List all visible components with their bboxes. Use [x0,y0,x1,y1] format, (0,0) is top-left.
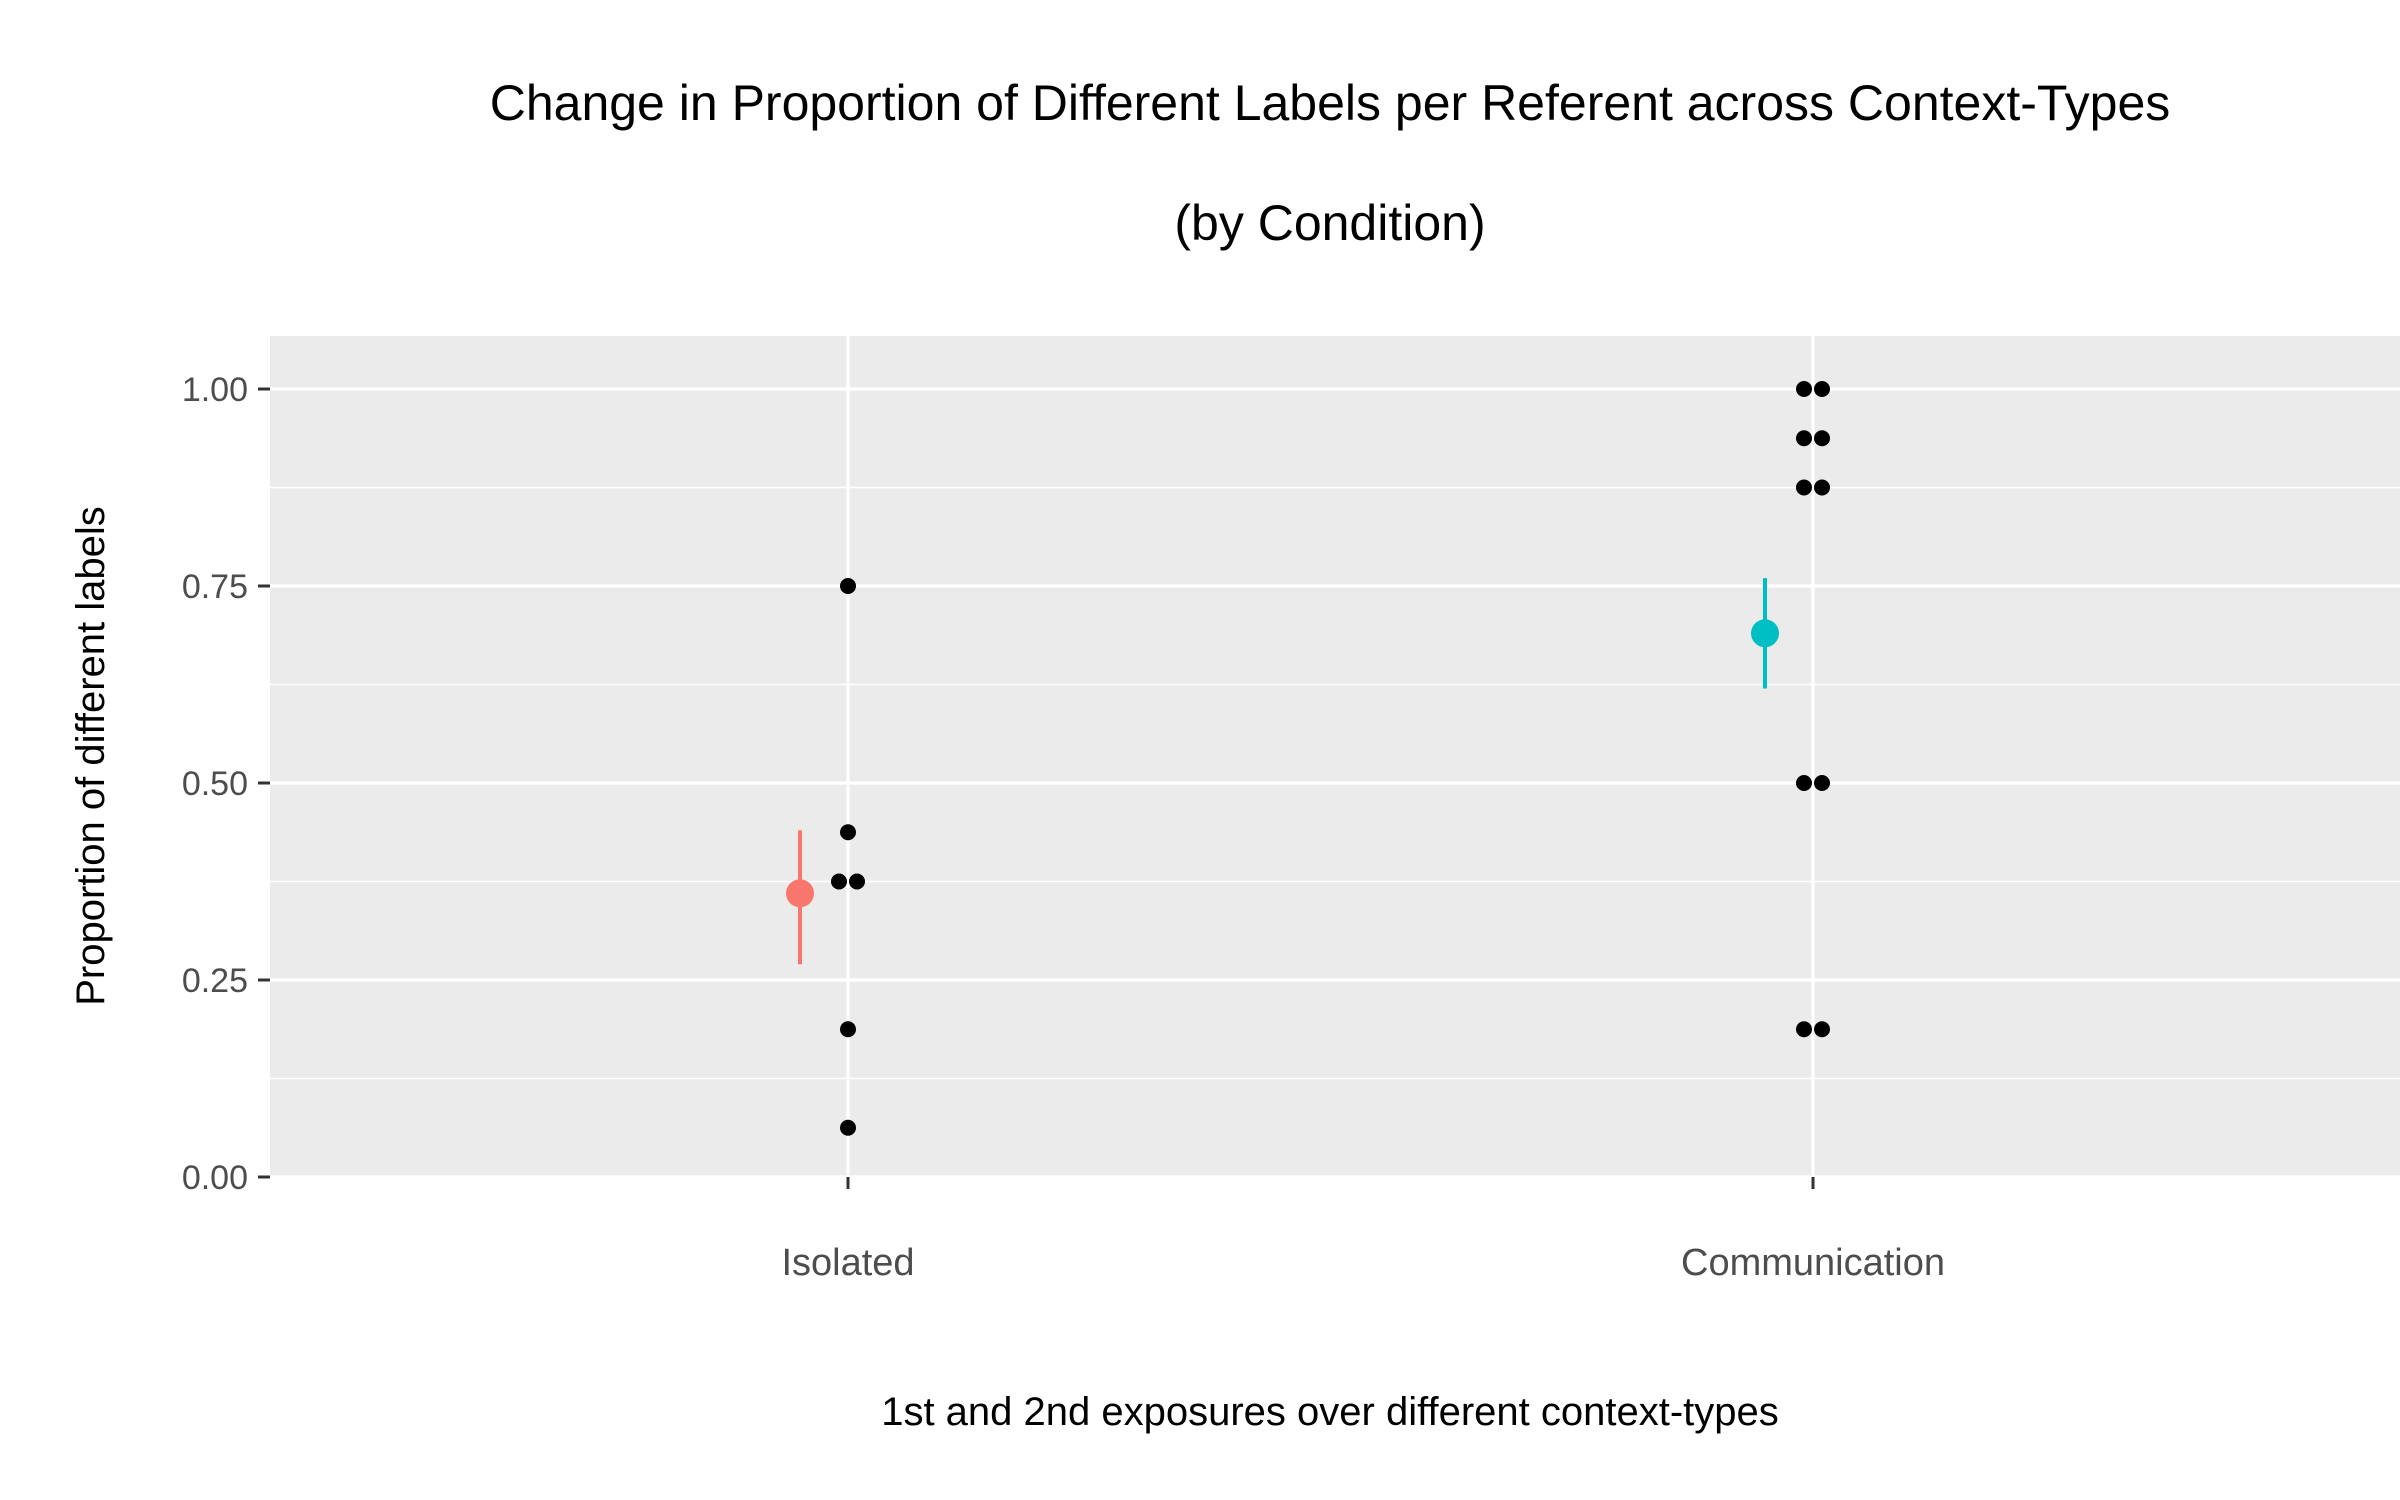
data-point [1796,1021,1812,1038]
x-tick-label: Communication [1681,1242,1945,1284]
y-tick-label: 0.50 [182,765,248,803]
data-point [1796,430,1812,447]
data-point [831,873,847,890]
data-point [1814,775,1830,791]
y-tick-label: 0.25 [182,962,248,1000]
mean-point [786,879,814,908]
data-point [840,824,856,841]
data-point [1814,430,1830,447]
x-axis-title: 1st and 2nd exposures over different con… [881,1390,1779,1434]
data-point [849,873,865,890]
axis-layer: 0.00 0.25 0.50 0.75 1.00 Isolated Communicatio… [182,371,1945,1284]
y-tick-label: 1.00 [182,371,248,409]
y-tick-label: 0.75 [182,568,248,606]
chart-subtitle: (by Condition) [1174,195,1485,251]
data-point [1814,1021,1830,1038]
chart-title: Change in Proportion of Different Labels… [490,75,2171,131]
y-tick-label: 0.00 [182,1159,248,1197]
data-point [840,578,856,594]
points-layer [831,381,1830,1136]
data-point [1796,381,1812,397]
data-point [1796,775,1812,791]
plot-panel [270,336,2400,1177]
data-point [840,1021,856,1038]
summary-layer [786,578,1779,965]
mean-point [1751,619,1779,648]
x-tick-label: Isolated [781,1242,914,1284]
data-point [1796,479,1812,496]
data-point [1814,381,1830,397]
y-axis-title: Proportion of different labels [69,506,113,1006]
data-point [840,1119,856,1136]
data-point [1814,479,1830,496]
grid-layer [270,336,2400,1179]
